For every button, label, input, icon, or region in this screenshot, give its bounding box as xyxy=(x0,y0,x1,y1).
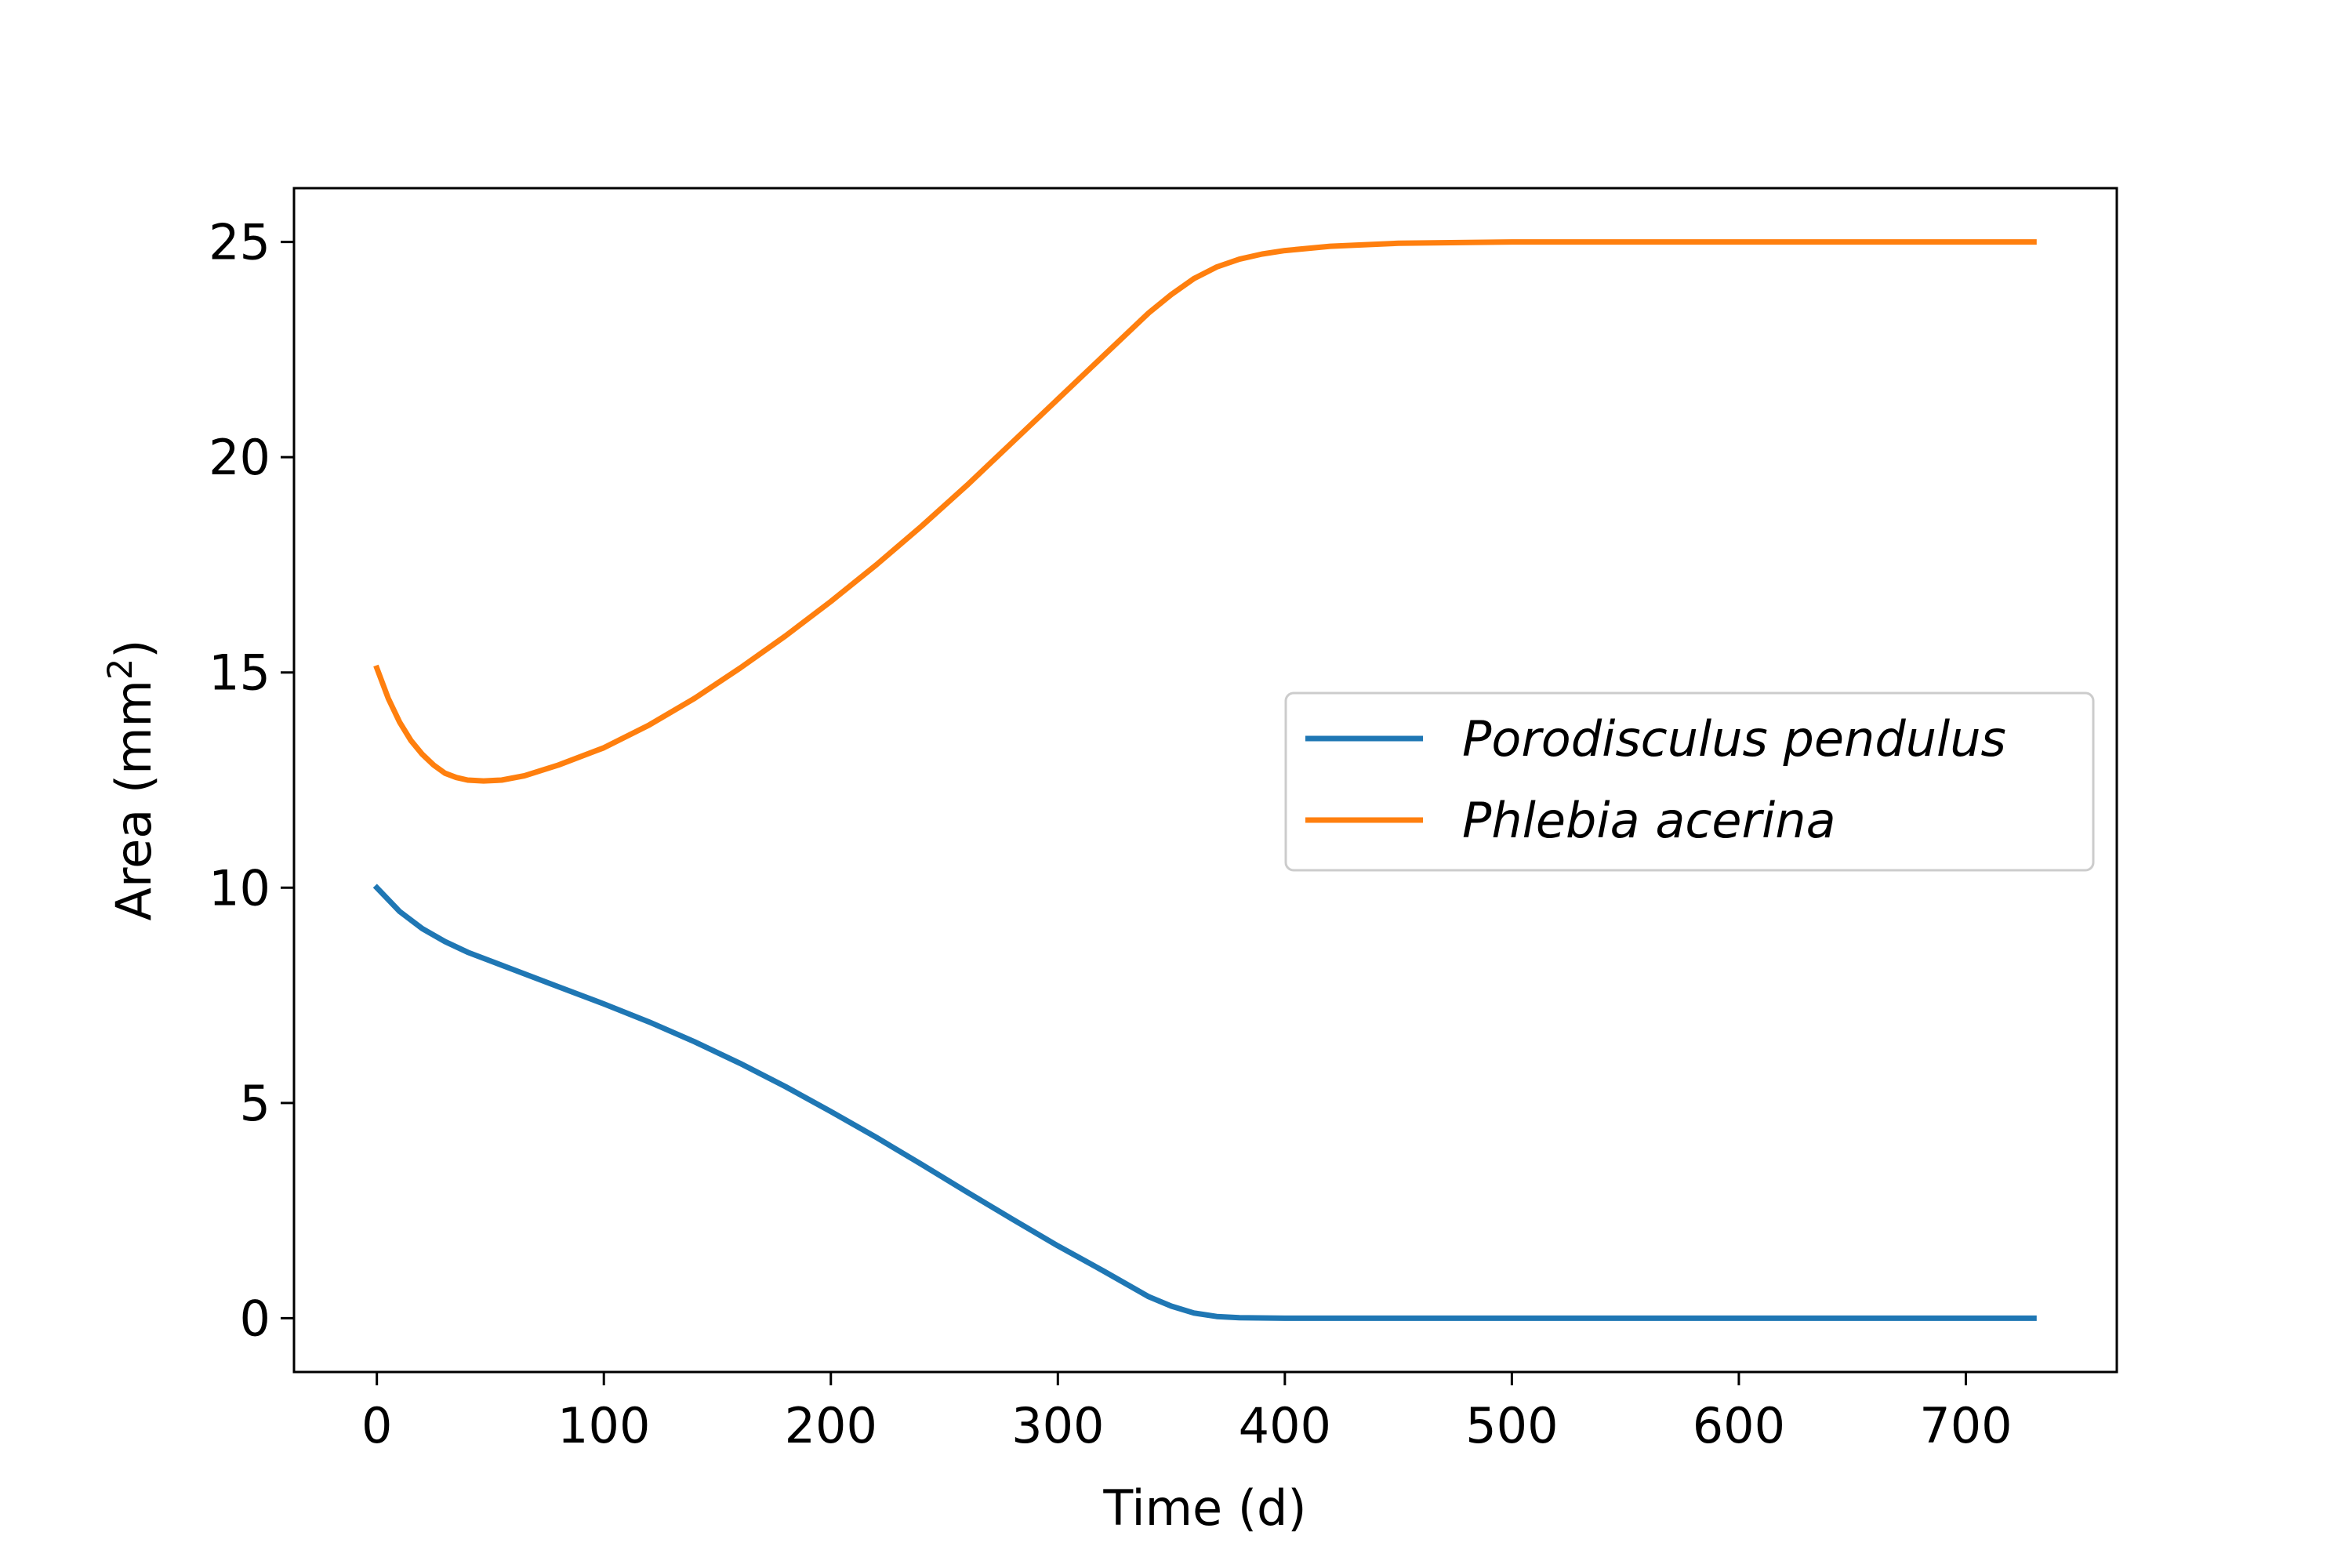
legend-box xyxy=(1284,691,2095,872)
legend-label-porodisculus: Porodisculus pendulus xyxy=(1462,710,2006,768)
x-tick-label: 400 xyxy=(1239,1397,1331,1454)
y-axis-ticks: 0 5 10 15 20 25 xyxy=(209,214,294,1347)
x-axis-label: Time (d) xyxy=(1102,1479,1306,1537)
y-tick-label: 5 xyxy=(240,1075,270,1132)
x-tick-label: 500 xyxy=(1465,1397,1558,1454)
y-axis-label-close: ) xyxy=(105,640,162,659)
x-tick-label: 100 xyxy=(557,1397,650,1454)
x-tick-label: 700 xyxy=(1919,1397,2012,1454)
legend: Porodisculus pendulus Phlebia acerina xyxy=(1284,691,2095,872)
y-axis-label: Area (mm2) xyxy=(101,640,162,921)
y-axis-label-superscript: 2 xyxy=(101,659,140,680)
x-tick-label: 0 xyxy=(361,1397,392,1454)
plot-lines xyxy=(372,239,2037,1321)
x-tick-label: 200 xyxy=(785,1397,877,1454)
y-tick-label: 20 xyxy=(209,429,270,486)
y-tick-label: 0 xyxy=(240,1290,270,1347)
series-line-1 xyxy=(373,239,2037,784)
axes-frame xyxy=(292,187,2118,1374)
x-tick-label: 300 xyxy=(1011,1397,1104,1454)
x-tick-label: 600 xyxy=(1693,1397,1785,1454)
y-tick-label: 15 xyxy=(209,644,270,702)
y-axis-label-main: Area (mm xyxy=(105,680,162,920)
x-axis-ticks: 0 100 200 300 400 500 600 700 xyxy=(361,1372,2013,1454)
y-tick-label: 25 xyxy=(209,214,270,271)
y-tick-label: 10 xyxy=(209,859,270,916)
series-line-0 xyxy=(372,884,2037,1321)
legend-label-phlebia: Phlebia acerina xyxy=(1462,792,1836,849)
